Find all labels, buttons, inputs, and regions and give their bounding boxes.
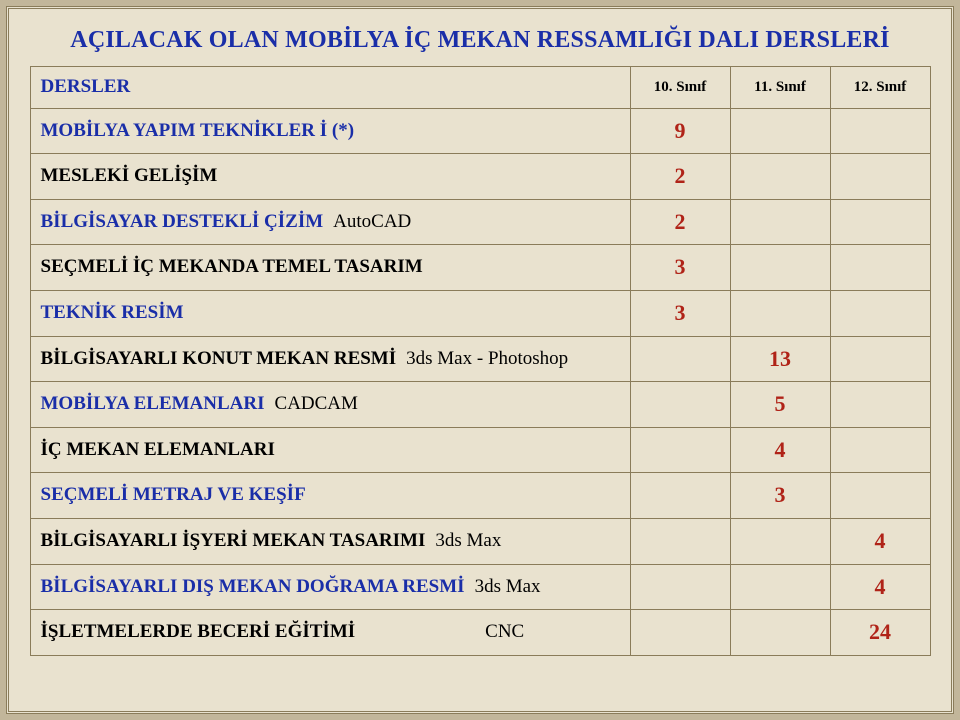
- value-cell-12: [830, 382, 930, 428]
- course-name-cell: SEÇMELİ İÇ MEKANDA TEMEL TASARIM: [30, 245, 630, 291]
- course-name: BİLGİSAYARLI DIŞ MEKAN DOĞRAMA RESMİ: [41, 576, 465, 597]
- value-cell-10: [630, 473, 730, 519]
- value-cell-10: 9: [630, 108, 730, 154]
- value-cell-11: [730, 564, 830, 610]
- value-cell-11: 4: [730, 427, 830, 473]
- value-cell-10: 3: [630, 291, 730, 337]
- course-name: MESLEKİ GELİŞİM: [41, 165, 218, 186]
- course-name-cell: BİLGİSAYARLI İŞYERİ MEKAN TASARIMI 3ds Ma…: [30, 519, 630, 565]
- table-row: MESLEKİ GELİŞİM 2: [30, 154, 930, 200]
- value-cell-12: 24: [830, 610, 930, 656]
- header-courses: DERSLER: [30, 67, 630, 109]
- value-cell-10: 3: [630, 245, 730, 291]
- course-name-cell: MOBİLYA ELEMANLARI CADCAM: [30, 382, 630, 428]
- value-cell-11: [730, 154, 830, 200]
- value-cell-10: 2: [630, 199, 730, 245]
- course-name: SEÇMELİ METRAJ VE KEŞİF: [41, 484, 306, 505]
- value-cell-10: [630, 610, 730, 656]
- table-row: MOBİLYA ELEMANLARI CADCAM 5: [30, 382, 930, 428]
- course-note: 3ds Max: [475, 576, 541, 597]
- value-cell-11: [730, 291, 830, 337]
- value-cell-12: [830, 245, 930, 291]
- value-cell-11: 5: [730, 382, 830, 428]
- course-name-cell: BİLGİSAYARLI DIŞ MEKAN DOĞRAMA RESMİ 3ds …: [30, 564, 630, 610]
- value-cell-10: [630, 427, 730, 473]
- value-cell-12: 4: [830, 519, 930, 565]
- value-cell-12: [830, 427, 930, 473]
- table-row: TEKNİK RESİM 3: [30, 291, 930, 337]
- table-header-row: DERSLER 10. Sınıf 11. Sınıf 12. Sınıf: [30, 67, 930, 109]
- value-cell-11: 13: [730, 336, 830, 382]
- table-row: BİLGİSAYARLI DIŞ MEKAN DOĞRAMA RESMİ 3ds …: [30, 564, 930, 610]
- table-row: BİLGİSAYARLI İŞYERİ MEKAN TASARIMI 3ds Ma…: [30, 519, 930, 565]
- course-name: MOBİLYA ELEMANLARI: [41, 393, 265, 414]
- course-note: CNC: [485, 621, 524, 642]
- table-row: İÇ MEKAN ELEMANLARI 4: [30, 427, 930, 473]
- course-name: BİLGİSAYAR DESTEKLİ ÇİZİM: [41, 211, 324, 232]
- table-body: MOBİLYA YAPIM TEKNİKLER İ (*)9MESLEKİ GE…: [30, 108, 930, 655]
- value-cell-10: [630, 336, 730, 382]
- value-cell-11: [730, 108, 830, 154]
- course-note: 3ds Max - Photoshop: [406, 348, 568, 369]
- page-title-wrap: AÇILACAK OLAN MOBİLYA İÇ MEKAN RESSAMLIĞ…: [9, 9, 951, 62]
- value-cell-10: 2: [630, 154, 730, 200]
- table-row: SEÇMELİ İÇ MEKANDA TEMEL TASARIM 3: [30, 245, 930, 291]
- page-title: AÇILACAK OLAN MOBİLYA İÇ MEKAN RESSAMLIĞ…: [29, 27, 931, 54]
- course-name-cell: TEKNİK RESİM: [30, 291, 630, 337]
- header-grade-11: 11. Sınıf: [730, 67, 830, 109]
- table-row: BİLGİSAYAR DESTEKLİ ÇİZİM AutoCAD 2: [30, 199, 930, 245]
- value-cell-12: 4: [830, 564, 930, 610]
- course-note: CADCAM: [275, 393, 358, 414]
- course-name: BİLGİSAYARLI KONUT MEKAN RESMİ: [41, 348, 397, 369]
- table-row: İŞLETMELERDE BECERİ EĞİTİMİ CNC 24: [30, 610, 930, 656]
- course-name-cell: İŞLETMELERDE BECERİ EĞİTİMİ CNC: [30, 610, 630, 656]
- courses-table: DERSLER 10. Sınıf 11. Sınıf 12. Sınıf MO…: [30, 66, 931, 656]
- value-cell-11: [730, 245, 830, 291]
- value-cell-12: [830, 291, 930, 337]
- table-row: SEÇMELİ METRAJ VE KEŞİF 3: [30, 473, 930, 519]
- course-name: İŞLETMELERDE BECERİ EĞİTİMİ: [41, 621, 356, 642]
- value-cell-10: [630, 564, 730, 610]
- table-row: MOBİLYA YAPIM TEKNİKLER İ (*) 9: [30, 108, 930, 154]
- value-cell-12: [830, 108, 930, 154]
- course-name: İÇ MEKAN ELEMANLARI: [41, 439, 275, 460]
- course-name: BİLGİSAYARLI İŞYERİ MEKAN TASARIMI: [41, 530, 426, 551]
- course-name-cell: İÇ MEKAN ELEMANLARI: [30, 427, 630, 473]
- course-name-cell: BİLGİSAYAR DESTEKLİ ÇİZİM AutoCAD: [30, 199, 630, 245]
- course-name-cell: SEÇMELİ METRAJ VE KEŞİF: [30, 473, 630, 519]
- value-cell-10: [630, 519, 730, 565]
- course-note: 3ds Max: [435, 530, 501, 551]
- value-cell-11: 3: [730, 473, 830, 519]
- course-name-cell: BİLGİSAYARLI KONUT MEKAN RESMİ 3ds Max - …: [30, 336, 630, 382]
- header-grade-10: 10. Sınıf: [630, 67, 730, 109]
- value-cell-11: [730, 519, 830, 565]
- value-cell-12: [830, 154, 930, 200]
- value-cell-11: [730, 199, 830, 245]
- table-row: BİLGİSAYARLI KONUT MEKAN RESMİ 3ds Max - …: [30, 336, 930, 382]
- course-name-cell: MESLEKİ GELİŞİM: [30, 154, 630, 200]
- value-cell-12: [830, 199, 930, 245]
- course-note: AutoCAD: [333, 211, 411, 232]
- value-cell-10: [630, 382, 730, 428]
- course-name: SEÇMELİ İÇ MEKANDA TEMEL TASARIM: [41, 256, 423, 277]
- course-name: MOBİLYA YAPIM TEKNİKLER İ (*): [41, 120, 355, 141]
- value-cell-12: [830, 336, 930, 382]
- course-name-cell: MOBİLYA YAPIM TEKNİKLER İ (*): [30, 108, 630, 154]
- page-frame: AÇILACAK OLAN MOBİLYA İÇ MEKAN RESSAMLIĞ…: [6, 6, 954, 714]
- value-cell-12: [830, 473, 930, 519]
- header-grade-12: 12. Sınıf: [830, 67, 930, 109]
- value-cell-11: [730, 610, 830, 656]
- course-name: TEKNİK RESİM: [41, 302, 184, 323]
